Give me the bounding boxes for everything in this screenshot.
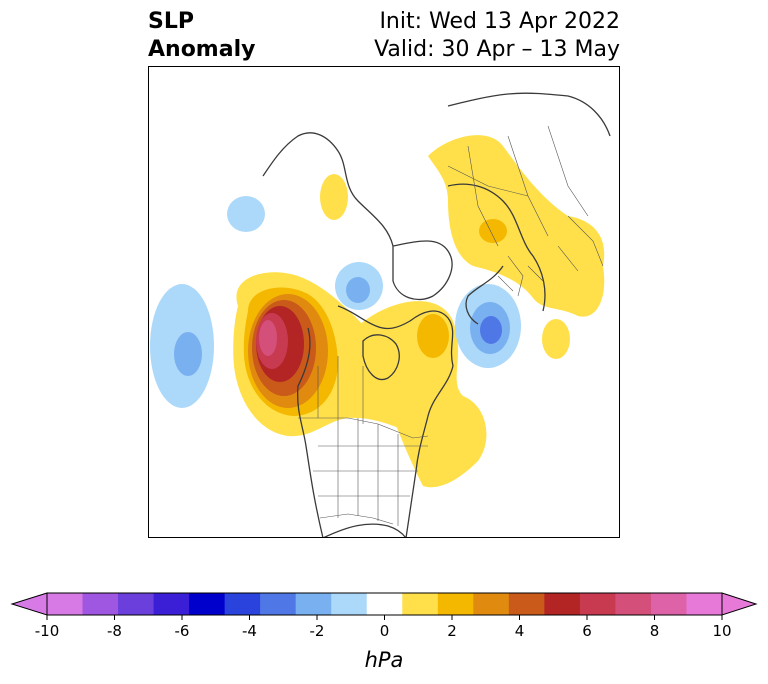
title-line-1: SLP bbox=[148, 9, 194, 34]
anomaly-bering-low bbox=[227, 196, 265, 232]
coast-canada-arctic bbox=[337, 305, 454, 367]
colorbar-tick-label: 0 bbox=[380, 622, 390, 640]
colorbar-cell bbox=[260, 593, 297, 615]
colorbar-tick-label: -2 bbox=[310, 622, 325, 640]
colorbar-cell bbox=[331, 593, 368, 615]
title-line-2: Anomaly bbox=[148, 37, 256, 62]
colorbar-cell bbox=[47, 593, 84, 615]
colorbar-tick-label: -4 bbox=[242, 622, 257, 640]
colorbar-cell bbox=[579, 593, 616, 615]
border-russia-2 bbox=[447, 125, 589, 217]
colorbar-tick-label: -8 bbox=[107, 622, 122, 640]
colorbar-cell bbox=[224, 593, 261, 615]
colorbar-tick-label: -6 bbox=[175, 622, 190, 640]
map-title: SLP Anomaly bbox=[148, 8, 255, 64]
colorbar-tick-label: 10 bbox=[712, 622, 731, 640]
anomaly-alaska-high bbox=[320, 174, 348, 220]
coast-alaska bbox=[262, 132, 394, 247]
border-asia bbox=[557, 215, 604, 272]
colorbar-cell bbox=[437, 593, 474, 615]
colorbar: -10 -8 -6 -4 -2 0 2 4 6 8 10 hPa bbox=[10, 592, 758, 672]
border-us-states-2 bbox=[337, 418, 399, 526]
anomaly-eurasia-high-inner bbox=[479, 219, 507, 243]
anomaly-asia-high-small bbox=[542, 319, 570, 359]
colorbar-cell bbox=[473, 593, 510, 615]
anomaly-greenland-low-inner bbox=[346, 277, 370, 303]
colorbar-cell bbox=[366, 593, 403, 615]
map-frame bbox=[148, 66, 620, 538]
anomaly-europe-low-core bbox=[480, 316, 502, 344]
coast-north-america-east bbox=[405, 365, 454, 538]
colorbar-tick-label: 6 bbox=[582, 622, 592, 640]
colorbar-cell bbox=[153, 593, 190, 615]
coast-hudson-bay bbox=[362, 334, 400, 381]
anomaly-atlantic-high-inner bbox=[417, 314, 449, 358]
colorbar-ticks: -10 -8 -6 -4 -2 0 2 4 6 8 10 bbox=[35, 615, 732, 640]
colorbar-tick-label: 8 bbox=[650, 622, 660, 640]
valid-range: Valid: 30 Apr – 13 May bbox=[374, 37, 620, 62]
colorbar-cell bbox=[615, 593, 652, 615]
init-date: Init: Wed 13 Apr 2022 bbox=[379, 9, 620, 34]
slp-anomaly-map bbox=[148, 66, 620, 538]
colorbar-cell bbox=[295, 593, 332, 615]
borders bbox=[298, 125, 604, 526]
border-canada-provinces bbox=[317, 356, 364, 424]
colorbar-label: hPa bbox=[365, 648, 404, 672]
colorbar-cell bbox=[118, 593, 155, 615]
border-us-mexico bbox=[319, 513, 394, 525]
colorbar-cell bbox=[508, 593, 545, 615]
map-dates: Init: Wed 13 Apr 2022 Valid: 30 Apr – 13… bbox=[374, 8, 620, 64]
coast-greenland bbox=[392, 240, 453, 301]
coastlines bbox=[262, 92, 611, 538]
coast-asia-north bbox=[447, 92, 611, 137]
coast-north-america-west bbox=[296, 327, 324, 538]
colorbar-cell bbox=[189, 593, 226, 615]
colorbar-tick-label: -10 bbox=[35, 622, 60, 640]
colorbar-cell bbox=[544, 593, 581, 615]
colorbar-cell bbox=[402, 593, 439, 615]
coast-florida-gulf bbox=[322, 523, 407, 538]
colorbar-tick-label: 2 bbox=[447, 622, 457, 640]
border-us-states-1 bbox=[313, 445, 428, 497]
colorbar-cell bbox=[650, 593, 687, 615]
colorbar-cells bbox=[10, 592, 758, 616]
border-europe bbox=[497, 255, 544, 297]
anomaly-eurasia-high bbox=[428, 135, 605, 317]
colorbar-cell bbox=[82, 593, 119, 615]
colorbar-tick-label: 4 bbox=[515, 622, 525, 640]
colorbar-cell bbox=[686, 593, 723, 615]
coast-europe bbox=[447, 183, 546, 312]
anomaly-pacific-low-inner bbox=[174, 332, 202, 376]
coast-scandinavia bbox=[465, 265, 504, 325]
anomaly-pacific-high-peak bbox=[259, 320, 277, 356]
colorbar-extend-min bbox=[10, 592, 48, 616]
colorbar-extend-max bbox=[721, 592, 758, 616]
